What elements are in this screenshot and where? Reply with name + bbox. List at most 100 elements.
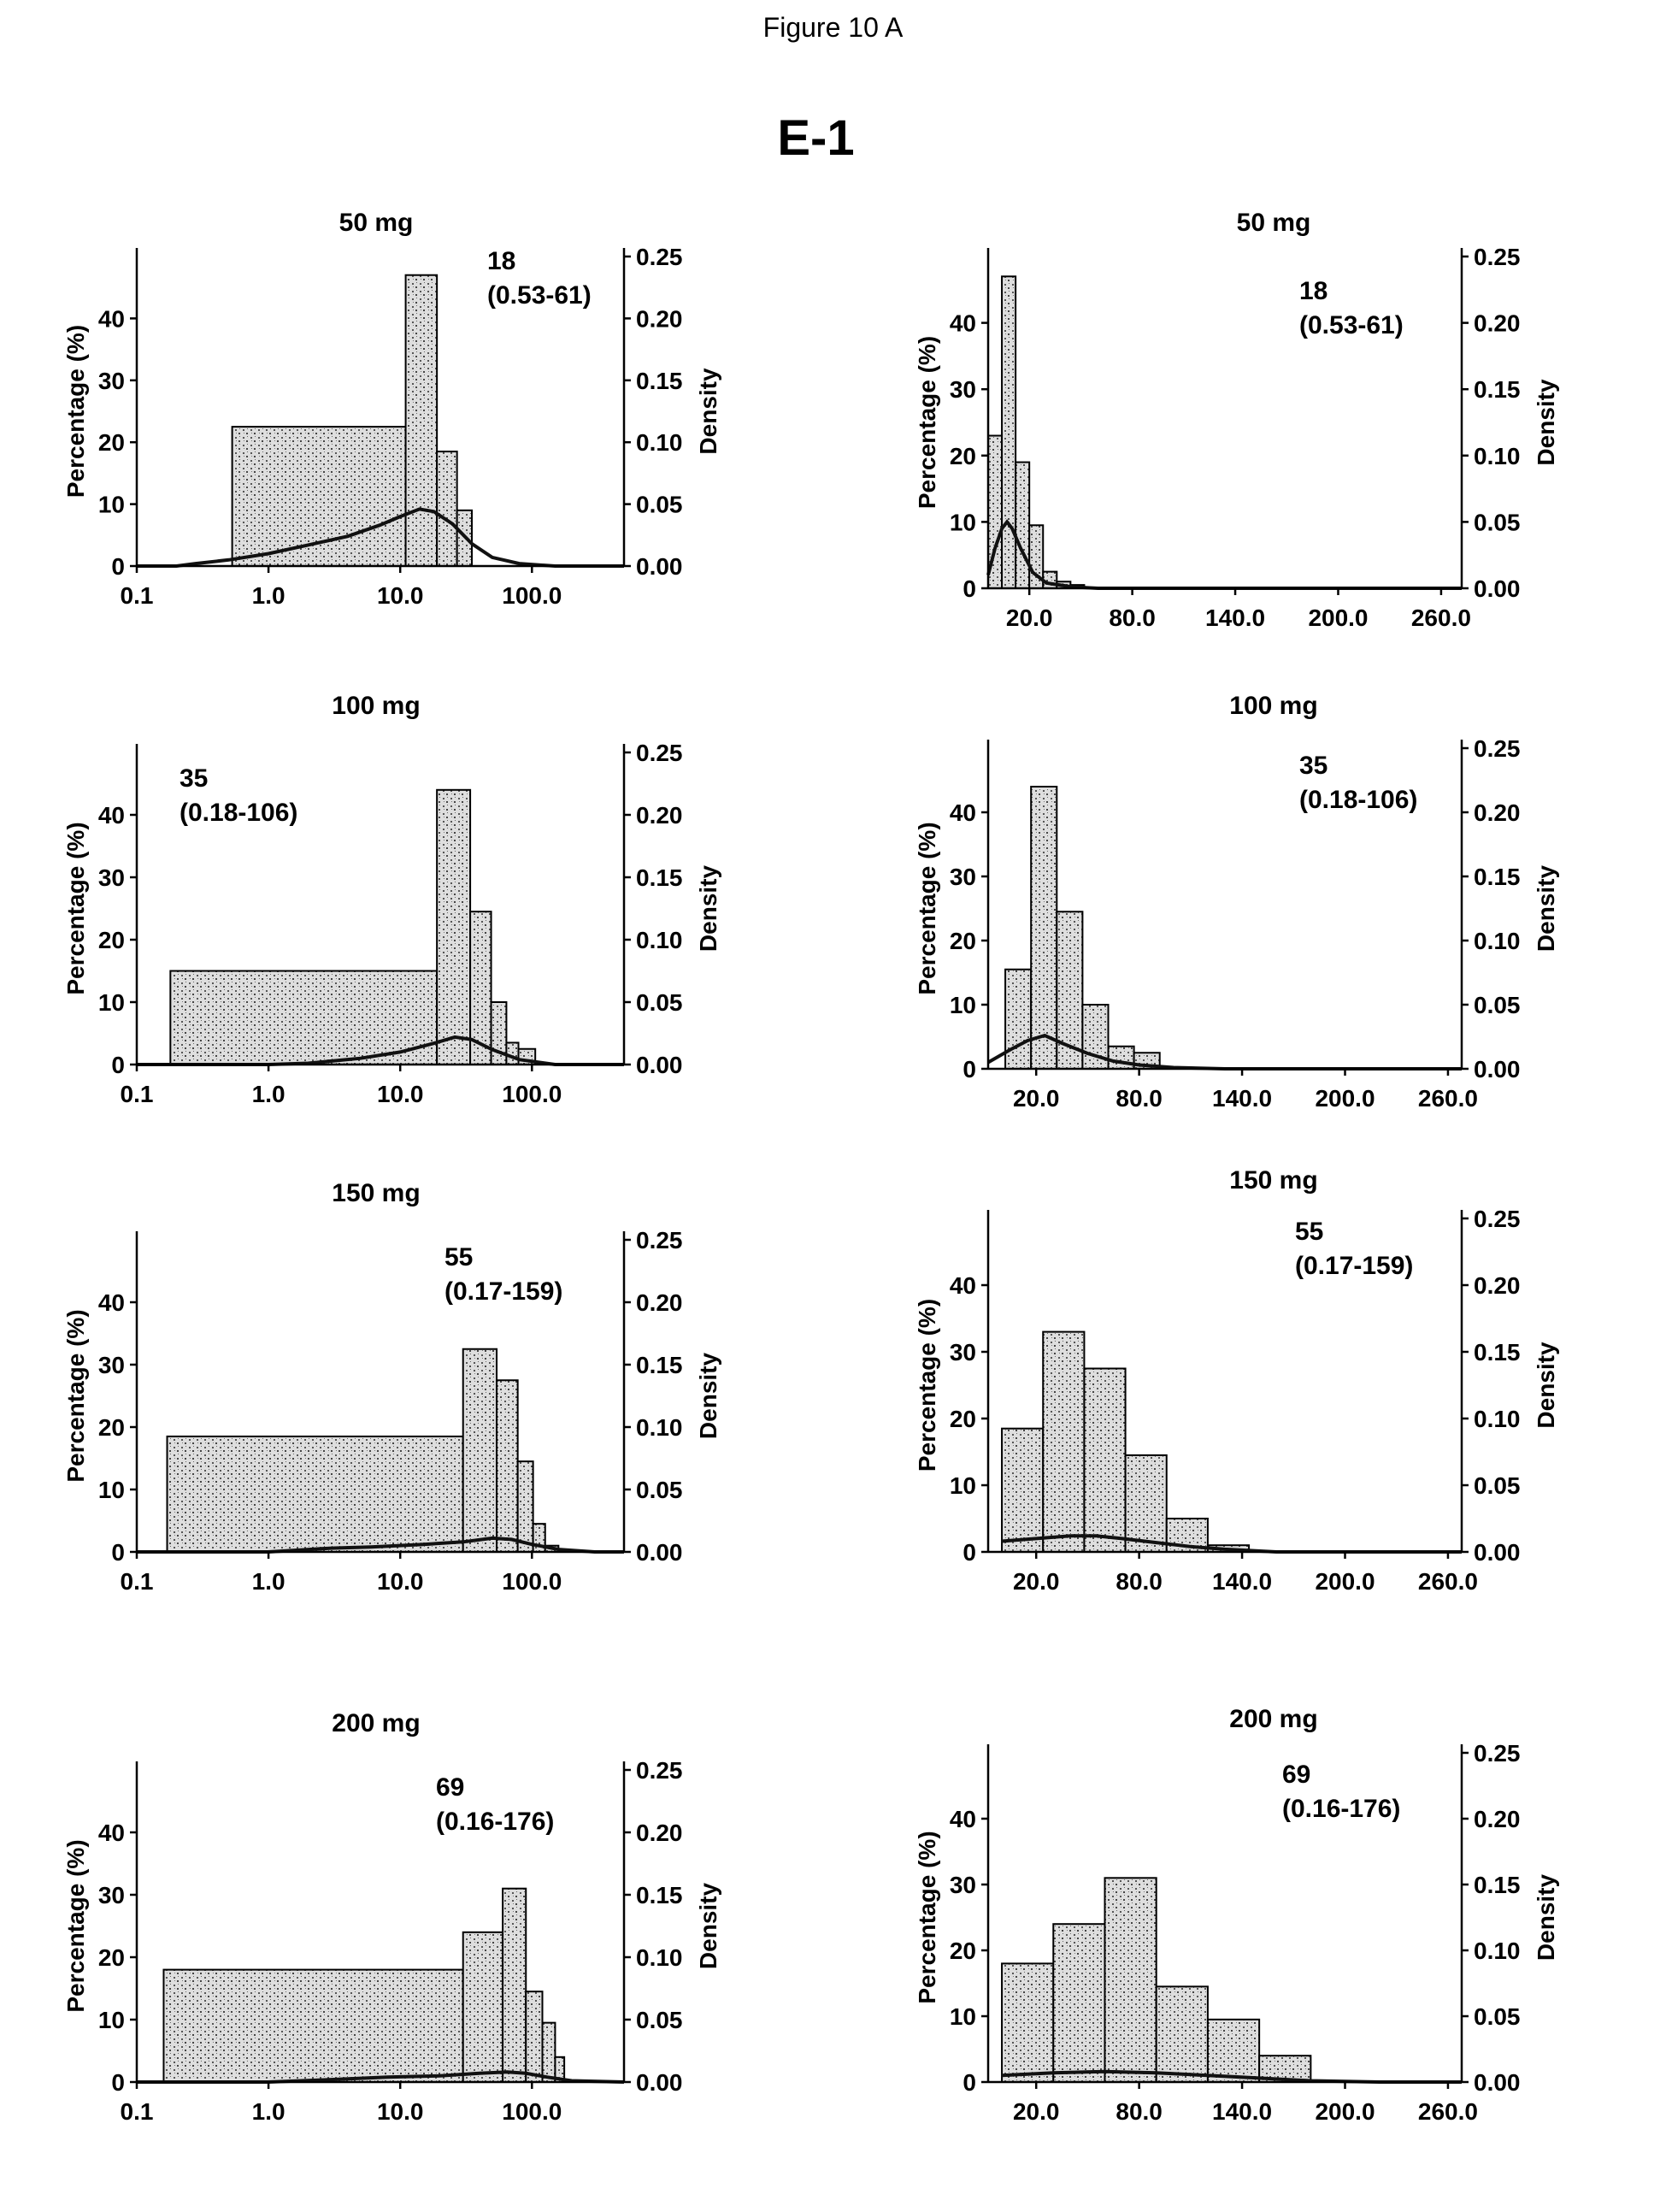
x-tick-label: 0.1 — [121, 1081, 154, 1107]
right-tick-label: 0.15 — [1474, 1872, 1521, 1898]
x-tick-label: 1.0 — [252, 2098, 286, 2125]
right-tick-label: 0.15 — [1474, 376, 1521, 403]
panel-title: 150 mg — [1229, 1166, 1317, 1194]
median-range-annotation: 18 — [1299, 277, 1328, 305]
left-tick-label: 20 — [950, 928, 976, 954]
left-tick-label: 0 — [111, 1539, 125, 1566]
histogram-bar — [505, 1041, 520, 1066]
right-tick-label: 0.25 — [636, 244, 683, 270]
histogram-bar — [1004, 968, 1033, 1070]
median-range-annotation: (0.53-61) — [1299, 311, 1404, 339]
right-axis-label: Density — [695, 1883, 721, 1970]
right-tick-label: 0.10 — [1474, 928, 1521, 954]
right-tick-label: 0.25 — [636, 1757, 683, 1784]
x-tick-label: 260.0 — [1418, 2098, 1478, 2125]
x-tick-label: 200.0 — [1315, 2098, 1375, 2125]
x-tick-label: 80.0 — [1109, 605, 1156, 631]
histogram-panel: 100 mg 0 10 20 30 40 0.00 0.05 0.10 0.15 0.20 0.25 0… — [62, 692, 721, 1107]
median-range-annotation: 35 — [180, 764, 208, 793]
right-tick-label: 0.10 — [1474, 1406, 1521, 1432]
left-axis-label: Percentage (%) — [62, 325, 89, 498]
x-tick-label: 260.0 — [1418, 1085, 1478, 1112]
left-tick-label: 40 — [98, 802, 125, 829]
left-axis-label: Percentage (%) — [914, 1299, 940, 1472]
left-axis-label: Percentage (%) — [62, 1309, 89, 1482]
histogram-bar — [502, 1887, 527, 2083]
left-tick-label: 20 — [950, 1938, 976, 1964]
x-tick-label: 200.0 — [1315, 1568, 1375, 1595]
left-tick-label: 40 — [950, 1806, 976, 1832]
histogram-bar — [166, 1435, 464, 1554]
histogram-bar — [1042, 1330, 1086, 1553]
left-tick-label: 0 — [111, 2069, 125, 2096]
median-range-annotation: (0.16-176) — [1282, 1795, 1400, 1823]
left-tick-label: 20 — [950, 1406, 976, 1432]
left-tick-label: 0 — [963, 2069, 976, 2096]
right-tick-label: 0.10 — [1474, 443, 1521, 469]
right-tick-label: 0.25 — [636, 1227, 683, 1253]
x-tick-label: 0.1 — [121, 2098, 154, 2125]
right-tick-label: 0.00 — [636, 553, 683, 580]
right-tick-label: 0.20 — [1474, 310, 1521, 337]
right-tick-label: 0.05 — [636, 2007, 683, 2033]
panel-title: 100 mg — [1229, 692, 1317, 720]
median-range-annotation: 69 — [436, 1773, 464, 1802]
right-tick-label: 0.10 — [636, 1944, 683, 1971]
right-axis-label: Density — [1533, 1342, 1559, 1429]
left-tick-label: 30 — [950, 1872, 976, 1898]
x-tick-label: 10.0 — [377, 1568, 424, 1595]
x-tick-label: 260.0 — [1418, 1568, 1478, 1595]
histogram-bar — [462, 1348, 498, 1553]
right-tick-label: 0.00 — [1474, 575, 1521, 602]
median-range-annotation: (0.18-106) — [1299, 786, 1417, 814]
panel-title: 200 mg — [1229, 1705, 1317, 1733]
left-tick-label: 20 — [950, 443, 976, 469]
left-tick-label: 30 — [950, 864, 976, 890]
right-tick-label: 0.05 — [1474, 992, 1521, 1018]
right-tick-label: 0.00 — [1474, 1056, 1521, 1082]
right-tick-label: 0.00 — [636, 1539, 683, 1566]
histogram-panel: 50 mg 0 10 20 30 40 0.00 0.05 0.10 0.15 0.20 0.25 0.… — [62, 209, 721, 609]
x-tick-label: 0.1 — [121, 1568, 154, 1595]
right-tick-label: 0.20 — [1474, 799, 1521, 826]
x-tick-label: 1.0 — [252, 582, 286, 609]
density-curve — [137, 1536, 624, 1554]
right-tick-label: 0.10 — [1474, 1938, 1521, 1964]
right-axis-label: Density — [1533, 865, 1559, 953]
left-tick-label: 40 — [98, 305, 125, 332]
figure-title: Figure 10 A — [762, 12, 904, 43]
x-tick-label: 200.0 — [1315, 1085, 1375, 1112]
histogram-panel: 50 mg 0 10 20 30 40 0.00 0.05 0.10 0.15 0.20 0.25 20… — [914, 209, 1559, 631]
right-tick-label: 0.25 — [1474, 244, 1521, 270]
left-tick-label: 10 — [98, 989, 125, 1016]
right-tick-label: 0.05 — [1474, 1472, 1521, 1499]
left-tick-label: 30 — [950, 1339, 976, 1366]
histogram-panel: 200 mg 0 10 20 30 40 0.00 0.05 0.10 0.15 0.20 0.25 2… — [914, 1705, 1559, 2125]
left-tick-label: 30 — [98, 1882, 125, 1908]
median-range-annotation: (0.16-176) — [436, 1808, 554, 1836]
left-tick-label: 0 — [111, 553, 125, 580]
figure-subtitle: E-1 — [777, 110, 855, 166]
right-tick-label: 0.20 — [636, 1820, 683, 1846]
x-tick-label: 200.0 — [1308, 605, 1368, 631]
left-tick-label: 10 — [950, 1472, 976, 1499]
x-tick-label: 140.0 — [1205, 605, 1265, 631]
histogram-panel: 150 mg 0 10 20 30 40 0.00 0.05 0.10 0.15 0.20 0.25 2… — [914, 1166, 1559, 1595]
right-tick-label: 0.20 — [1474, 1272, 1521, 1299]
right-tick-label: 0.15 — [636, 1352, 683, 1378]
histogram-panel: 100 mg 0 10 20 30 40 0.00 0.05 0.10 0.15 0.20 0.25 2… — [914, 692, 1559, 1112]
left-tick-label: 30 — [98, 864, 125, 891]
panel-title: 200 mg — [332, 1709, 420, 1737]
left-axis-label: Percentage (%) — [914, 336, 940, 509]
median-range-annotation: 18 — [487, 247, 515, 275]
left-tick-label: 20 — [98, 1944, 125, 1971]
x-tick-label: 20.0 — [1013, 2098, 1060, 2125]
right-tick-label: 0.25 — [636, 740, 683, 766]
histogram-bar — [1001, 1962, 1055, 2083]
right-tick-label: 0.00 — [636, 2069, 683, 2096]
histogram-bar — [231, 426, 407, 567]
left-tick-label: 40 — [98, 1289, 125, 1316]
panel-title: 50 mg — [339, 209, 414, 237]
left-tick-label: 0 — [963, 575, 976, 602]
histogram-panel: 150 mg 0 10 20 30 40 0.00 0.05 0.10 0.15 0.20 0.25 0… — [62, 1179, 721, 1595]
